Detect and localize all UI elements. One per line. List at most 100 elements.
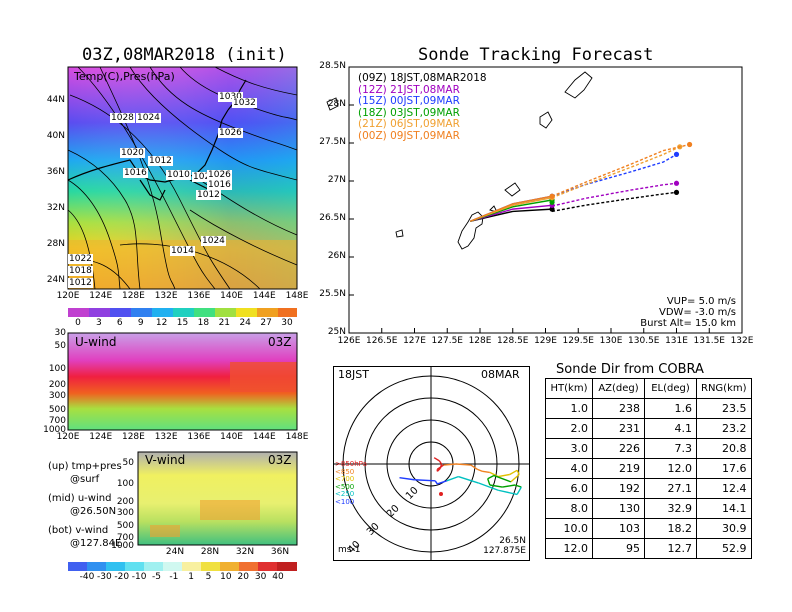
map-lon-tick: 136E	[187, 291, 211, 301]
sonde-dir-table: HT(km) AZ(deg) EL(deg) RNG(km) 1.0 238 1.6 23.…	[545, 378, 752, 559]
table-cell: 18.2	[644, 518, 697, 539]
table-cell: 12.0	[644, 458, 697, 479]
table-cell: 95	[592, 538, 645, 559]
table-header-cell: HT(km)	[545, 378, 593, 399]
table-cell: 32.9	[644, 498, 697, 519]
level-legend-item: <850	[335, 467, 355, 476]
table-cell: 52.9	[696, 538, 752, 559]
temp-cb-tick: 30	[281, 318, 293, 328]
legend-utc: (15Z)	[358, 95, 387, 107]
map-lon-tick: 144E	[252, 291, 276, 301]
landing-point	[673, 180, 680, 186]
tracking-x-tick: 127.5E	[431, 336, 463, 346]
level-legend-item: >850hPa	[335, 460, 367, 468]
vwind-p-tick: 700	[116, 533, 134, 543]
uwind-lon-tick: 144E	[252, 432, 276, 442]
isobar-label: 1012	[196, 190, 221, 200]
table-header-cell: AZ(deg)	[592, 378, 645, 399]
polar-hodograph	[333, 366, 530, 561]
table-row: 8.0 130 32.9 14.1	[545, 498, 752, 519]
tracking-x-tick: 129.5E	[562, 336, 594, 346]
hodograph-segment	[482, 470, 490, 474]
legend-utc: (12Z)	[358, 83, 387, 96]
hodograph-segment	[489, 484, 503, 488]
table-cell: 130	[592, 498, 645, 519]
tracking-x-tick: 131E	[665, 336, 688, 346]
surface-marker	[439, 492, 443, 496]
uwind-p-tick: 100	[48, 364, 66, 374]
vwind-cb-tick: -30	[97, 572, 112, 582]
param-vdw: VDW= -3.0 m/s	[659, 307, 736, 318]
vwind-lat-tick: 28N	[200, 547, 220, 557]
vwind-cb-tick: -20	[114, 572, 130, 582]
legend-entry: (18Z) 03JST,09MAR	[358, 106, 487, 120]
uwind-p-tick: 50	[54, 341, 66, 351]
tracking-x-tick: 130E	[599, 336, 623, 346]
table-header-row: HT(km) AZ(deg) EL(deg) RNG(km)	[545, 378, 752, 399]
tracking-y-tick: 28N	[327, 99, 346, 109]
table-cell: 238	[592, 398, 645, 419]
table-cell: 192	[592, 478, 645, 499]
tracking-x-tick: 127E	[403, 336, 426, 346]
polar-date: 08MAR	[481, 368, 520, 381]
legend-jst: 21JST,08MAR	[386, 83, 460, 96]
track-descent-line	[551, 146, 681, 199]
vwind-lat-tick: 24N	[165, 547, 185, 557]
isobar-label: 1026	[218, 128, 243, 138]
legend-entry: (21Z) 06JST,09MAR	[358, 118, 487, 131]
map-lon-tick: 132E	[154, 291, 178, 301]
level-legend: >850hPa <850 <700 <500 <250 <100	[335, 460, 367, 506]
hodograph-segment	[487, 474, 495, 480]
hodograph-segment	[498, 473, 510, 478]
isobar-label: 1010	[166, 170, 191, 180]
table-cell: 23.5	[696, 398, 752, 419]
table-cell: 226	[592, 438, 645, 459]
tracking-y-tick: 26N	[327, 251, 346, 261]
note-bot-2: @127.84E	[70, 538, 122, 549]
table-cell: 231	[592, 418, 645, 439]
isobar-label: 1024	[192, 172, 217, 182]
hodograph-segment	[510, 473, 520, 483]
note-mid: (mid) u-wind	[48, 493, 112, 504]
hodograph-segment	[437, 480, 447, 485]
island-outlines	[326, 71, 593, 250]
vwind-p-tick: 1000	[111, 541, 134, 551]
hodograph-segment	[516, 469, 520, 475]
hodograph-segment	[434, 480, 438, 485]
legend-utc: (18Z)	[358, 106, 387, 119]
vwind-cb-tick: 40	[272, 572, 284, 582]
tracking-x-tick: 128.5E	[497, 336, 529, 346]
legend-entry: (15Z) 00JST,09MAR	[358, 95, 487, 108]
vwind-cb-tick: 10	[220, 572, 232, 582]
hodograph-segment	[414, 479, 436, 482]
note-mid-2: @26.50N	[70, 506, 117, 517]
hodograph-trace	[399, 457, 522, 496]
temp-colorbar-ticks: 0 3 6 9 12 15 18 21 24 27 30	[60, 318, 305, 330]
tracking-x-tick: 126.5E	[366, 336, 398, 346]
map-lon-tick: 140E	[220, 291, 243, 301]
legend-jst: 09JST,09MAR	[386, 129, 460, 142]
table-row: 12.0 95 12.7 52.9	[545, 538, 752, 559]
tracking-x-tick: 131.5E	[693, 336, 725, 346]
table-cell: 4.1	[644, 418, 697, 439]
uwind-lon-tick: 120E	[56, 432, 80, 442]
uwind-lon-tick: 132E	[154, 432, 178, 442]
sonde-dir-table-wrap: HT(km) AZ(deg) EL(deg) RNG(km) 1.0 238 1.6 23.…	[545, 378, 752, 559]
isobar-label: 1016	[207, 180, 232, 190]
tracking-x-tick: 130.5E	[628, 336, 660, 346]
vwind-p-tick: 100	[116, 479, 134, 489]
vwind-label: V-wind	[145, 453, 186, 467]
hodograph-segment	[498, 489, 518, 496]
track-ascent-line	[469, 195, 553, 222]
range-rings	[333, 366, 530, 561]
isobar-label: 1022	[68, 254, 93, 264]
legend-entry: (09Z) 18JST,08MAR2018	[358, 72, 487, 85]
legend-jst: 06JST,09MAR	[386, 118, 460, 130]
table-row: 3.0 226 7.3 20.8	[545, 438, 752, 459]
table-cell: 1.6	[644, 398, 697, 419]
table-cell: 12.0	[545, 538, 593, 559]
polar-lat: 26.5N	[499, 536, 526, 546]
table-header-cell: RNG(km)	[696, 378, 752, 399]
